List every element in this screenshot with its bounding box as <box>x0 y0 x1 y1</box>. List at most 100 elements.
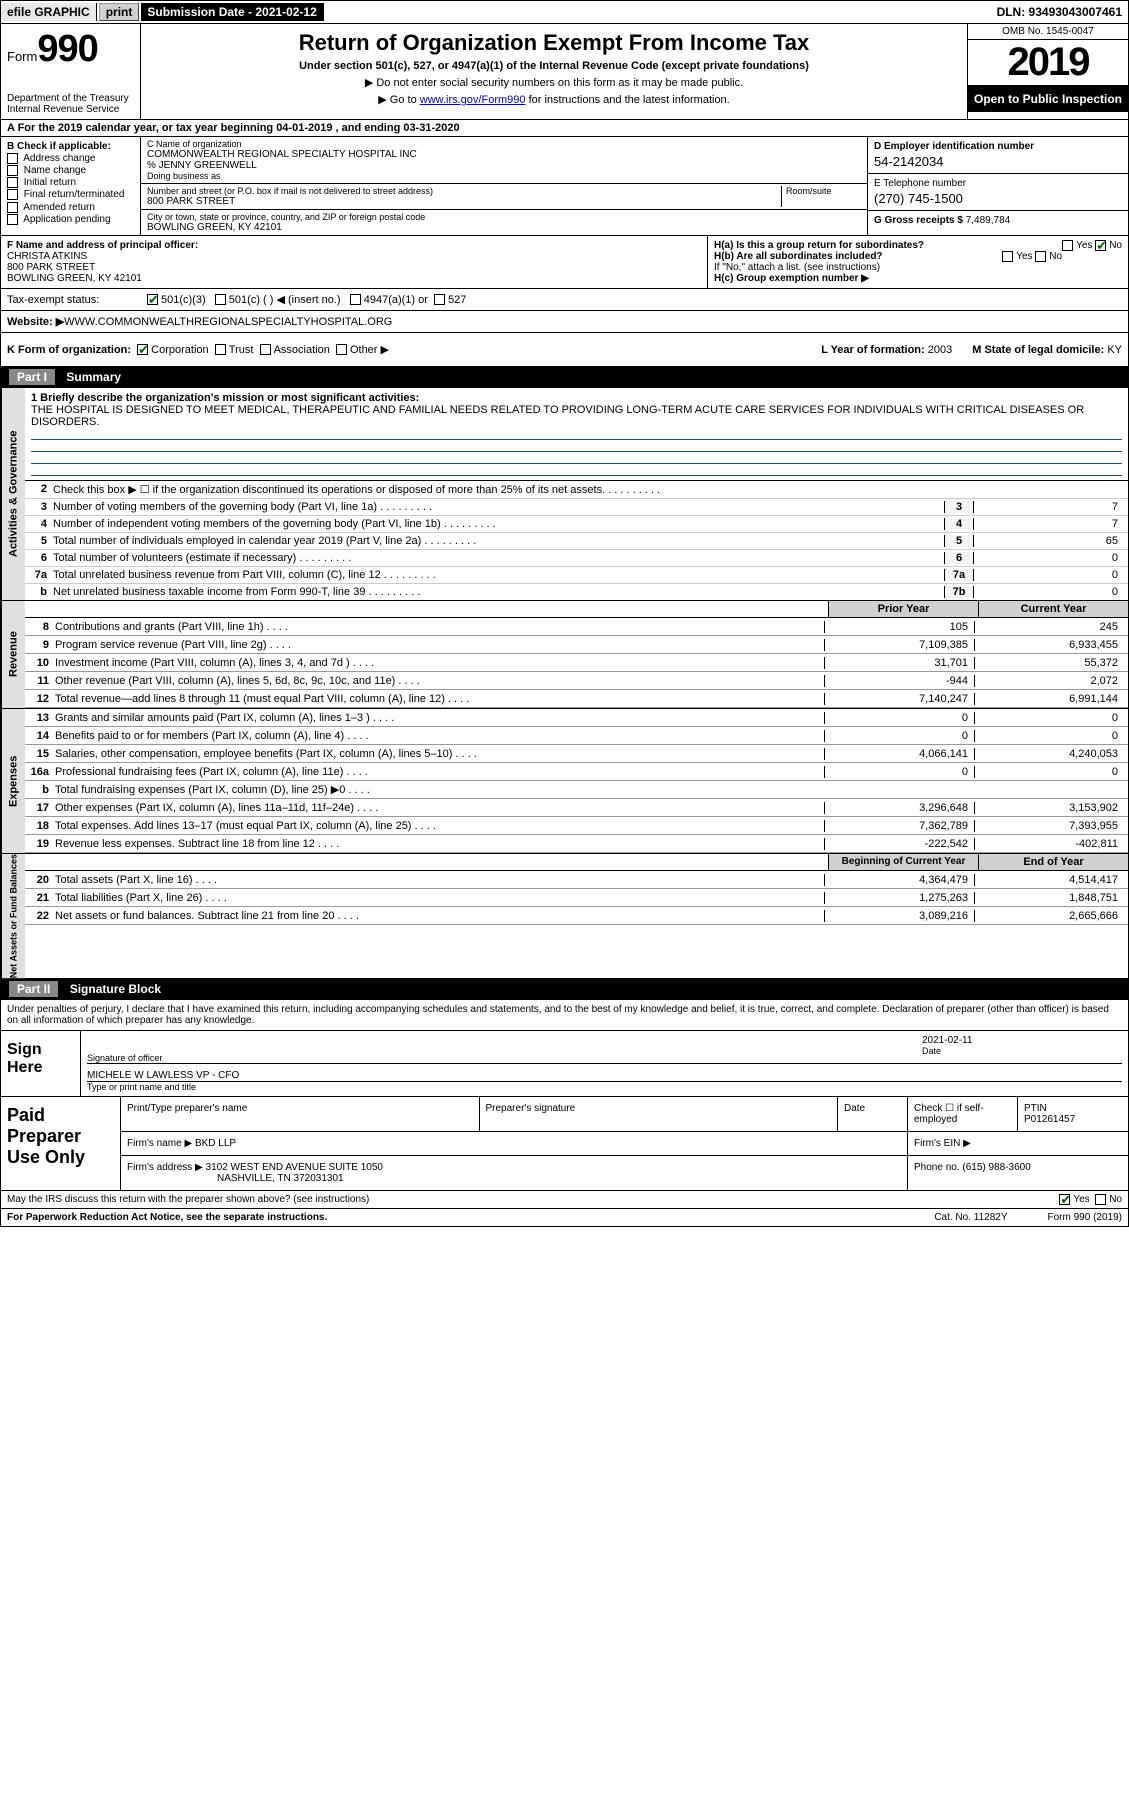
website-row: Website: ▶ WWW.COMMONWEALTHREGIONALSPECI… <box>0 311 1129 333</box>
check-item[interactable]: Application pending <box>7 214 134 225</box>
yof-value: 2003 <box>928 344 952 356</box>
officer-label: F Name and address of principal officer: <box>7 240 701 251</box>
ein-value: 54-2142034 <box>874 154 1122 169</box>
form-header: Form990 Department of the Treasury Inter… <box>0 24 1129 120</box>
data-line: 10Investment income (Part VIII, column (… <box>25 654 1128 672</box>
header-left: Form990 Department of the Treasury Inter… <box>1 24 141 119</box>
form-number: Form990 <box>7 28 134 71</box>
check-item[interactable]: Address change <box>7 153 134 164</box>
ptin-value: P01261457 <box>1024 1114 1122 1125</box>
print-button[interactable]: print <box>99 3 140 21</box>
addr-label: Number and street (or P.O. box if mail i… <box>147 186 781 196</box>
yes-label2: Yes <box>1016 251 1032 262</box>
h-a: H(a) Is this a group return for subordin… <box>714 240 1122 251</box>
public-inspection: Open to Public Inspection <box>968 86 1128 112</box>
part1-lab: Part I <box>9 369 55 385</box>
revenue-section: Revenue Prior Year Current Year 8Contrib… <box>0 601 1129 709</box>
firm-addr2: NASHVILLE, TN 372031301 <box>217 1173 901 1184</box>
omb-number: OMB No. 1545-0047 <box>968 24 1128 40</box>
data-line: 14Benefits paid to or for members (Part … <box>25 727 1128 745</box>
hb-label: H(b) Are all subordinates included? <box>714 251 883 262</box>
exp-tab: Expenses <box>1 709 25 853</box>
netassets-section: Net Assets or Fund Balances Beginning of… <box>0 854 1129 979</box>
phone-label: E Telephone number <box>874 178 1122 189</box>
sig-name-label: Type or print name and title <box>87 1082 1122 1092</box>
prep-date-hdr: Date <box>838 1097 908 1131</box>
goto-prefix: ▶ Go to <box>378 94 419 106</box>
data-line: 11Other revenue (Part VIII, column (A), … <box>25 672 1128 690</box>
ein-label: D Employer identification number <box>874 141 1122 152</box>
korg-label: K Form of organization: <box>7 344 131 356</box>
paid-label: Paid Preparer Use Only <box>1 1097 121 1190</box>
current-year-hdr: Current Year <box>978 601 1128 617</box>
firm-phone-label: Phone no. <box>914 1162 962 1173</box>
dom-label: M State of legal domicile: <box>972 344 1107 356</box>
sig-date-label: Date <box>922 1046 1122 1056</box>
gov-line: 7aTotal unrelated business revenue from … <box>25 567 1128 584</box>
gov-line: 5Total number of individuals employed in… <box>25 533 1128 550</box>
sig-name: MICHELE W LAWLESS VP - CFO <box>87 1070 1122 1082</box>
firm-phone: (615) 988-3600 <box>962 1162 1030 1173</box>
org-name: COMMONWEALTH REGIONAL SPECIALTY HOSPITAL… <box>147 149 861 160</box>
check-item[interactable]: Name change <box>7 165 134 176</box>
firm-ein-label: Firm's EIN ▶ <box>908 1132 1128 1155</box>
mission-block: 1 Briefly describe the organization's mi… <box>25 388 1128 481</box>
sign-here-label: Sign Here <box>1 1031 81 1096</box>
discuss-text: May the IRS discuss this return with the… <box>7 1194 369 1205</box>
trust-opt: Trust <box>229 344 254 356</box>
city-state-zip: BOWLING GREEN, KY 42101 <box>147 222 861 233</box>
website-url: WWW.COMMONWEALTHREGIONALSPECIALTYHOSPITA… <box>64 316 392 328</box>
data-line: 16aProfessional fundraising fees (Part I… <box>25 763 1128 781</box>
prep-name-hdr: Print/Type preparer's name <box>121 1097 480 1131</box>
part2-title: Signature Block <box>70 982 161 996</box>
check-item[interactable]: Final return/terminated <box>7 189 134 200</box>
ein-column: D Employer identification number 54-2142… <box>868 137 1128 235</box>
gov-line: 3Number of voting members of the governi… <box>25 499 1128 516</box>
tax-year: 2019 <box>968 40 1128 86</box>
other-opt: Other ▶ <box>350 343 389 356</box>
firm-addr-label: Firm's address ▶ <box>127 1162 206 1173</box>
no-label2: No <box>1049 251 1062 262</box>
begin-year-hdr: Beginning of Current Year <box>828 854 978 870</box>
tex-4947: 4947(a)(1) or <box>364 294 428 306</box>
tex-527: 527 <box>448 294 466 306</box>
entity-block: B Check if applicable: Address change Na… <box>0 137 1129 236</box>
data-line: 9Program service revenue (Part VIII, lin… <box>25 636 1128 654</box>
discuss-no: No <box>1109 1194 1122 1205</box>
data-line: 8Contributions and grants (Part VIII, li… <box>25 618 1128 636</box>
period-row: A For the 2019 calendar year, or tax yea… <box>0 120 1129 137</box>
data-line: 19Revenue less expenses. Subtract line 1… <box>25 835 1128 853</box>
part1-header: Part I Summary <box>0 367 1129 388</box>
paperwork-notice: For Paperwork Reduction Act Notice, see … <box>7 1212 327 1223</box>
form-990: 990 <box>37 28 97 70</box>
submission-date: Submission Date - 2021-02-12 <box>141 3 323 21</box>
irs-link[interactable]: www.irs.gov/Form990 <box>420 94 526 106</box>
expenses-section: Expenses 13Grants and similar amounts pa… <box>0 709 1129 854</box>
data-line: 15Salaries, other compensation, employee… <box>25 745 1128 763</box>
na-tab: Net Assets or Fund Balances <box>1 854 25 978</box>
gov-tab: Activities & Governance <box>1 388 25 600</box>
care-of: % JENNY GREENWELL <box>147 160 861 171</box>
sign-here-row: Sign Here Signature of officer 2021-02-1… <box>0 1031 1129 1097</box>
top-bar: efile GRAPHIC print Submission Date - 20… <box>0 0 1129 24</box>
gov-line: bNet unrelated business taxable income f… <box>25 584 1128 600</box>
part2-header: Part II Signature Block <box>0 979 1129 1000</box>
check-column: B Check if applicable: Address change Na… <box>1 137 141 235</box>
declaration: Under penalties of perjury, I declare th… <box>0 1000 1129 1031</box>
officer-name: CHRISTA ATKINS <box>7 251 701 262</box>
dln-number: DLN: 93493043007461 <box>991 3 1128 21</box>
self-emp-hdr: Check ☐ if self-employed <box>908 1097 1018 1131</box>
org-name-label: C Name of organization <box>147 139 861 149</box>
na-header: Beginning of Current Year End of Year <box>25 854 1128 871</box>
data-line: 20Total assets (Part X, line 16) . . . .… <box>25 871 1128 889</box>
part2-lab: Part II <box>9 981 58 997</box>
gov-line: 4Number of independent voting members of… <box>25 516 1128 533</box>
tex-501c3: 501(c)(3) <box>161 294 206 306</box>
governance-section: Activities & Governance 1 Briefly descri… <box>0 388 1129 601</box>
part1-title: Summary <box>66 370 121 384</box>
check-header: B Check if applicable: <box>7 141 134 152</box>
check-item[interactable]: Amended return <box>7 202 134 213</box>
check-item[interactable]: Initial return <box>7 177 134 188</box>
tex-label: Tax-exempt status: <box>7 294 147 306</box>
prior-year-hdr: Prior Year <box>828 601 978 617</box>
